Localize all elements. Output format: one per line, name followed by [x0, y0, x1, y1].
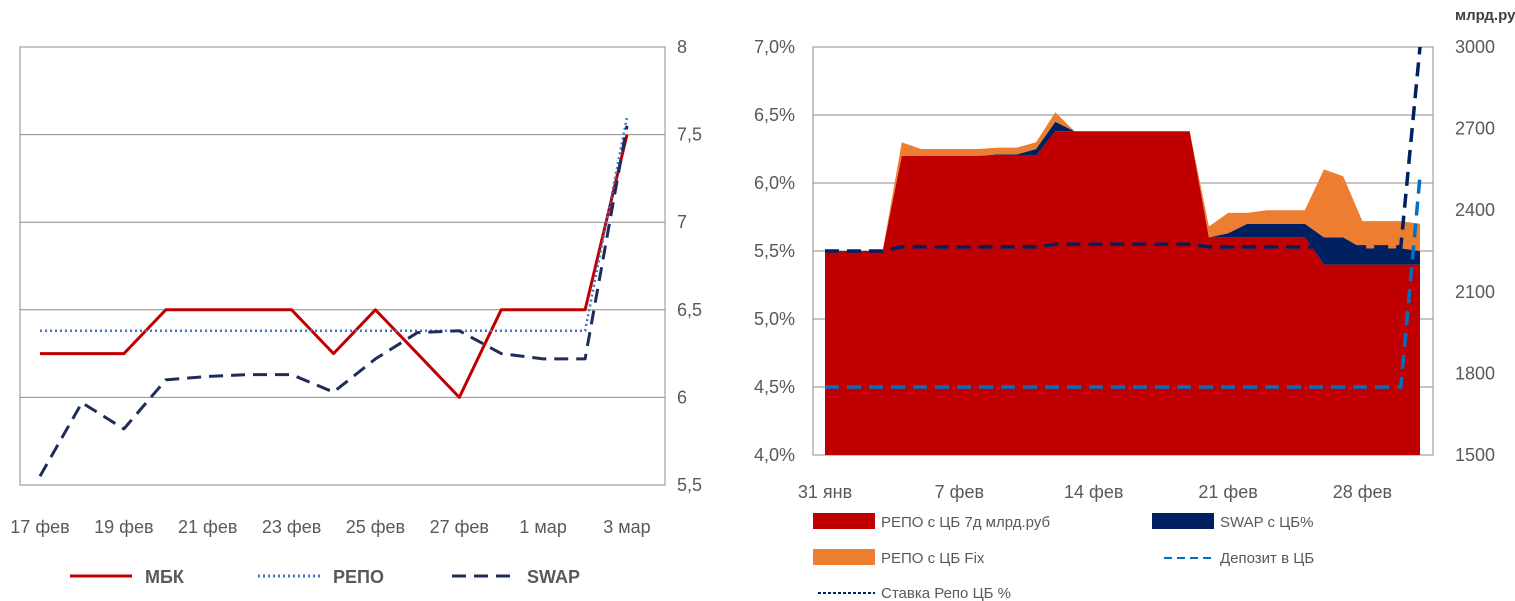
legend-label-3: РЕПО с ЦБ Fix	[881, 550, 985, 567]
legend-swatch-2	[1152, 513, 1214, 529]
x-tick-label: 21 фев	[178, 517, 237, 537]
y-left-tick-label: 7,0%	[754, 37, 795, 57]
legend-swatch-1	[813, 513, 875, 529]
legend-label-4: Депозит в ЦБ	[1220, 550, 1314, 567]
x-tick-label: 23 фев	[262, 517, 321, 537]
y-left-tick-label: 6,5%	[754, 105, 795, 125]
x-tick-label: 14 фев	[1064, 482, 1123, 502]
series-line-1	[40, 134, 629, 399]
legend-label-1: МБК	[145, 567, 185, 587]
left-chart: 5,5 6 6,5 7 7,5 8 17 фев 19 фев 21 фев 23 фев 25 ф…	[10, 37, 702, 587]
x-tick-label: 28 фев	[1333, 482, 1392, 502]
series-line-3	[38, 125, 629, 477]
x-tick-label: 25 фев	[346, 517, 405, 537]
area-1	[825, 131, 1420, 456]
y-tick-label: 8	[677, 37, 687, 57]
x-tick-label: 27 фев	[430, 517, 489, 537]
legend-label-2: РЕПО	[333, 567, 384, 587]
right-axis-unit: млрд.руб	[1455, 7, 1515, 24]
series-line-2	[40, 116, 629, 333]
y-right-tick-label: 2100	[1455, 282, 1495, 302]
right-chart: 4,0% 4,5% 5,0% 5,5% 6,0% 6,5% 7,0% 1500 1800 2100…	[754, 7, 1515, 601]
area-2	[825, 121, 1420, 265]
legend-swatch-3	[813, 549, 875, 565]
x-tick-label: 21 фев	[1198, 482, 1257, 502]
x-tick-label: 1 мар	[519, 517, 566, 537]
legend-label-2: SWAP с ЦБ%	[1220, 514, 1313, 531]
y-tick-label: 7,5	[677, 125, 702, 145]
y-right-tick-label: 2700	[1455, 119, 1495, 139]
dashed-line-1	[825, 176, 1422, 389]
x-tick-label: 7 фев	[935, 482, 984, 502]
legend-label-1: РЕПО с ЦБ 7д млрд.руб	[881, 514, 1050, 531]
y-right-tick-label: 1800	[1455, 363, 1495, 383]
x-tick-label: 19 фев	[94, 517, 153, 537]
y-tick-label: 7	[677, 212, 687, 232]
y-tick-label: 5,5	[677, 475, 702, 495]
y-tick-label: 6	[677, 387, 687, 407]
y-right-tick-label: 2400	[1455, 200, 1495, 220]
y-left-tick-label: 4,5%	[754, 377, 795, 397]
legend-label-5: Ставка Репо ЦБ %	[881, 585, 1011, 601]
legend-label-3: SWAP	[527, 567, 580, 587]
x-tick-label: 3 мар	[603, 517, 650, 537]
y-left-tick-label: 4,0%	[754, 445, 795, 465]
x-tick-label: 31 янв	[798, 482, 852, 502]
y-left-tick-label: 5,0%	[754, 309, 795, 329]
y-left-tick-label: 6,0%	[754, 173, 795, 193]
y-tick-label: 6,5	[677, 300, 702, 320]
dashed-line-2	[825, 46, 1422, 253]
y-left-tick-label: 5,5%	[754, 241, 795, 261]
area-3	[825, 112, 1420, 251]
y-right-tick-label: 3000	[1455, 37, 1495, 57]
x-tick-label: 17 фев	[10, 517, 69, 537]
plot-frame	[19, 46, 666, 486]
y-right-tick-label: 1500	[1455, 445, 1495, 465]
